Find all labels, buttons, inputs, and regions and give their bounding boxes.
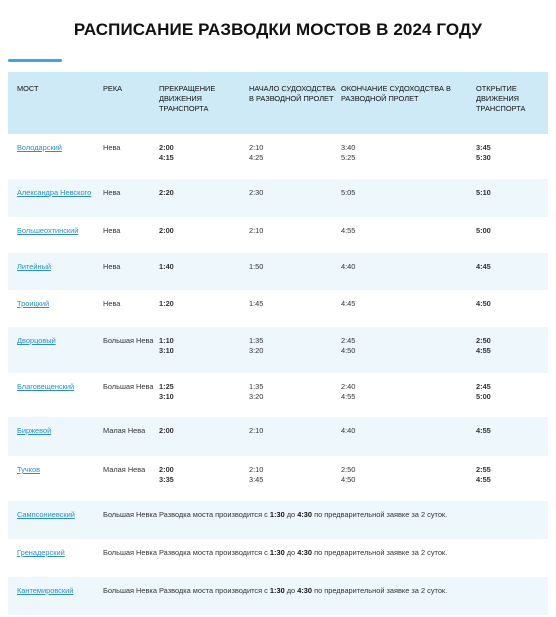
table-row: Литейный Нева 1:40 1:50 4:40 4:45	[8, 253, 548, 290]
header-river: РЕКА	[103, 84, 123, 93]
bridge-schedule-table: МОСТ РЕКА ПРЕКРАЩЕНИЕ ДВИЖЕНИЯ ТРАНСПОРТ…	[8, 72, 548, 615]
note-cell: Разводка моста производится с 1:30 до 4:…	[159, 510, 448, 519]
header-bridge: МОСТ	[17, 84, 39, 93]
table-row: Троицкий Нева 1:20 1:45 4:45 4:50	[8, 290, 548, 327]
start-nav-cell: 2:10 3:45	[249, 465, 264, 484]
start-nav-cell: 1:35 3:20	[249, 336, 264, 355]
bridge-link[interactable]: Благовещенский	[17, 382, 75, 391]
river-cell: Нева	[103, 188, 121, 197]
start-nav-cell: 1:45	[249, 299, 264, 308]
table-row: Дворцовый Большая Нева 1:10 3:10 1:35 3:20…	[8, 327, 548, 373]
end-nav-cell: 2:50 4:50	[341, 465, 356, 484]
start-nav-cell: 1:35 3:20	[249, 382, 264, 401]
note-cell: Разводка моста производится с 1:30 до 4:…	[159, 548, 448, 557]
river-cell: Большая Невка	[103, 586, 157, 595]
stop-time-cell: 1:20	[159, 299, 174, 308]
table-row: Александра Невского Нева 2:20 2:30 5:05 …	[8, 179, 548, 217]
end-nav-cell: 4:55	[341, 226, 356, 235]
open-time-cell: 2:50 4:55	[476, 336, 491, 355]
open-time-cell: 4:45	[476, 262, 491, 271]
end-nav-cell: 3:40 5:25	[341, 143, 356, 162]
page-title: РАСПИСАНИЕ РАЗВОДКИ МОСТОВ В 2024 ГОДУ	[73, 20, 483, 39]
start-nav-cell: 1:50	[249, 262, 264, 271]
river-cell: Большая Нева	[103, 382, 154, 391]
header-open-traffic: ОТКРЫТИЕ ДВИЖЕНИЯ ТРАНСПОРТА	[476, 84, 526, 113]
river-cell: Нева	[103, 143, 121, 152]
open-time-cell: 4:55	[476, 426, 491, 435]
table-row: Биржевой Малая Нева 2:00 2:10 4:40 4:55	[8, 417, 548, 456]
open-time-cell: 4:50	[476, 299, 491, 308]
table-row: Гренадерский Большая Невка Разводка мост…	[8, 539, 548, 577]
river-cell: Нева	[103, 226, 121, 235]
bridge-link[interactable]: Кантемировский	[17, 586, 74, 595]
open-time-cell: 5:00	[476, 226, 491, 235]
note-cell: Разводка моста производится с 1:30 до 4:…	[159, 586, 448, 595]
bridge-link[interactable]: Гренадерский	[17, 548, 65, 557]
end-nav-cell: 4:40	[341, 262, 356, 271]
header-end-navigation: ОКОНЧАНИЕ СУДОХОДСТВА В РАЗВОДНОЙ ПРОЛЕТ	[341, 84, 451, 103]
bridge-link[interactable]: Троицкий	[17, 299, 50, 308]
stop-time-cell: 2:00	[159, 426, 174, 435]
river-cell: Большая Невка	[103, 548, 157, 557]
bridge-link[interactable]: Литейный	[17, 262, 52, 271]
table-row: Кантемировский Большая Невка Разводка мо…	[8, 577, 548, 615]
river-cell: Большая Нева	[103, 336, 154, 345]
end-nav-cell: 4:45	[341, 299, 356, 308]
stop-time-cell: 2:20	[159, 188, 174, 197]
header-start-navigation: НАЧАЛО СУДОХОДСТВА В РАЗВОДНОЙ ПРОЛЕТ	[249, 84, 336, 103]
river-cell: Малая Нева	[103, 426, 146, 435]
end-nav-cell: 4:40	[341, 426, 356, 435]
bridge-link[interactable]: Большеохтинский	[17, 226, 79, 235]
open-time-cell: 2:55 4:55	[476, 465, 491, 484]
river-cell: Большая Невка	[103, 510, 157, 519]
table-row: Сампсониевский Большая Невка Разводка мо…	[8, 501, 548, 539]
table-row: Тучков Малая Нева 2:00 3:35 2:10 3:45 2:50…	[8, 456, 548, 501]
bridge-link[interactable]: Биржевой	[17, 426, 52, 435]
title-underline	[8, 59, 62, 62]
river-cell: Нева	[103, 299, 121, 308]
bridge-link[interactable]: Тучков	[17, 465, 40, 474]
table-row: Благовещенский Большая Нева 1:25 3:10 1:3…	[8, 373, 548, 417]
bridge-link[interactable]: Володарский	[17, 143, 62, 152]
table-row: Володарский Нева 2:00 4:15 2:10 4:25 3:40 5…	[8, 134, 548, 179]
bridge-link[interactable]: Александра Невского	[17, 188, 92, 197]
open-time-cell: 2:45 5:00	[476, 382, 491, 401]
open-time-cell: 3:45 5:30	[476, 143, 491, 162]
end-nav-cell: 5:05	[341, 188, 356, 197]
open-time-cell: 5:10	[476, 188, 491, 197]
river-cell: Малая Нева	[103, 465, 146, 474]
table-header-row: МОСТ РЕКА ПРЕКРАЩЕНИЕ ДВИЖЕНИЯ ТРАНСПОРТ…	[8, 72, 548, 134]
stop-time-cell: 2:00 3:35	[159, 465, 174, 484]
stop-time-cell: 2:00	[159, 226, 174, 235]
bridge-link[interactable]: Дворцовый	[17, 336, 56, 345]
stop-time-cell: 1:25 3:10	[159, 382, 174, 401]
table-row: Большеохтинский Нева 2:00 2:10 4:55 5:00	[8, 217, 548, 253]
bridge-link[interactable]: Сампсониевский	[17, 510, 75, 519]
stop-time-cell: 1:10 3:10	[159, 336, 174, 355]
end-nav-cell: 2:40 4:55	[341, 382, 356, 401]
stop-time-cell: 1:40	[159, 262, 174, 271]
start-nav-cell: 2:30	[249, 188, 264, 197]
start-nav-cell: 2:10	[249, 226, 264, 235]
end-nav-cell: 2:45 4:50	[341, 336, 356, 355]
start-nav-cell: 2:10 4:25	[249, 143, 264, 162]
header-stop-traffic: ПРЕКРАЩЕНИЕ ДВИЖЕНИЯ ТРАНСПОРТА	[159, 84, 216, 113]
river-cell: Нева	[103, 262, 121, 271]
start-nav-cell: 2:10	[249, 426, 264, 435]
stop-time-cell: 2:00 4:15	[159, 143, 174, 162]
